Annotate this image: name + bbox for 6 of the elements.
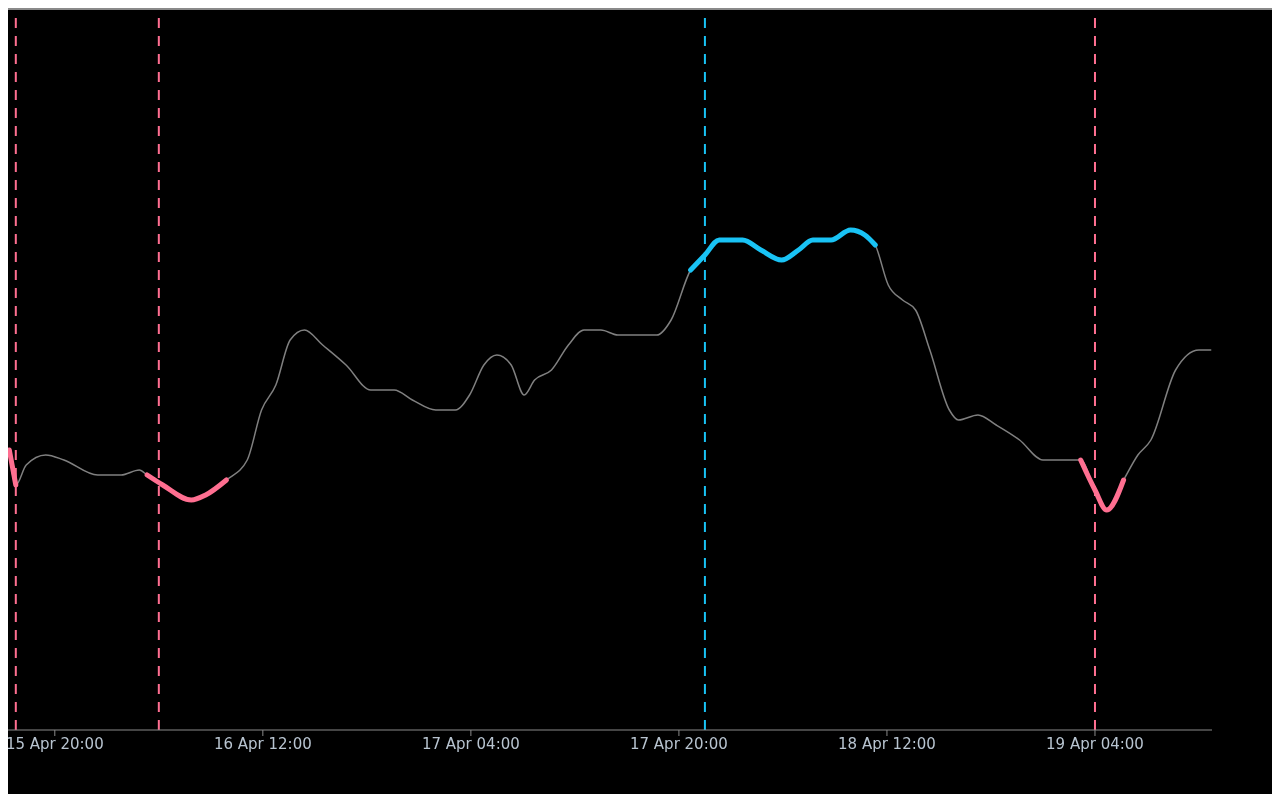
x-tick-label: 16 Apr 12:00	[213, 734, 312, 753]
x-tick-label: 17 Apr 04:00	[421, 734, 520, 753]
x-tick-label: 19 Apr 04:00	[1046, 734, 1144, 753]
x-tick-label: 17 Apr 20:00	[630, 734, 728, 753]
x-tick-label: 15 Apr 20:00	[5, 734, 104, 753]
x-tick-label: 18 Apr 12:00	[838, 734, 936, 753]
